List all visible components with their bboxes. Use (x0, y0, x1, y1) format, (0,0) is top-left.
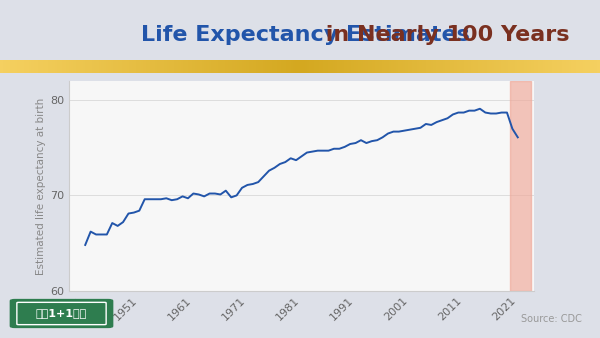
Text: 健康1+1圖解: 健康1+1圖解 (36, 308, 87, 318)
Y-axis label: Estimated life expectancy at birth: Estimated life expectancy at birth (36, 97, 46, 274)
Bar (509, 81, 531, 291)
Text: in Nearly 100 Years: in Nearly 100 Years (318, 25, 569, 46)
FancyBboxPatch shape (10, 299, 113, 328)
Text: Life Expectancy Estimates: Life Expectancy Estimates (140, 25, 470, 46)
Text: Source: CDC: Source: CDC (521, 314, 582, 324)
